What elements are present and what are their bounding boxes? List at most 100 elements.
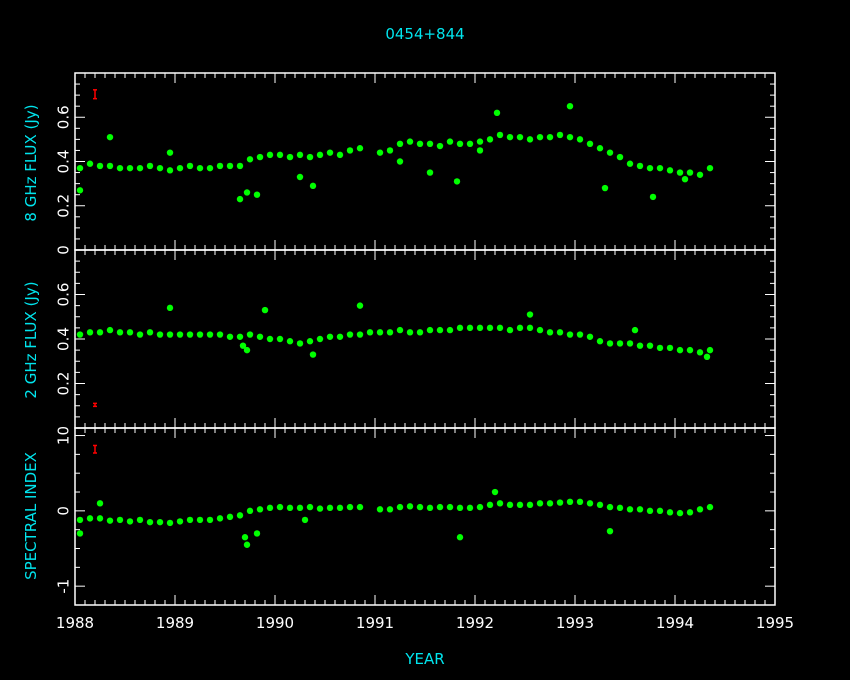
data-point [96, 329, 104, 336]
data-point [686, 169, 694, 176]
data-point [236, 195, 244, 203]
chart-title: 0454+844 [385, 25, 464, 43]
data-point [626, 160, 634, 167]
data-point [646, 507, 654, 515]
data-point [243, 541, 251, 548]
data-point [166, 519, 174, 527]
data-point [106, 162, 114, 170]
data-point [356, 331, 364, 338]
x-tick-label: 1990 [256, 614, 294, 632]
x-tick-label: 1989 [156, 614, 194, 632]
data-point [626, 506, 634, 513]
data-point [156, 164, 164, 172]
data-point [486, 501, 494, 509]
data-point [256, 153, 264, 161]
data-point [253, 530, 261, 537]
data-point [276, 335, 284, 343]
data-point [336, 504, 344, 512]
data-point [276, 503, 284, 511]
data-point [576, 136, 584, 143]
data-point [296, 151, 304, 159]
data-point [436, 326, 444, 334]
data-point [76, 530, 84, 537]
data-point [216, 331, 224, 338]
data-point [186, 331, 194, 338]
data-point [306, 153, 314, 161]
data-point [286, 153, 294, 161]
data-point [646, 342, 654, 349]
data-point [256, 333, 264, 340]
data-point [76, 331, 84, 338]
data-point [336, 333, 344, 340]
data-point [216, 515, 224, 522]
data-point [631, 326, 639, 334]
y-tick-label: 0.2 [55, 194, 73, 218]
data-point [506, 133, 514, 141]
data-point [86, 515, 94, 522]
data-point [666, 509, 674, 516]
data-point [676, 509, 684, 517]
data-point [346, 503, 354, 511]
data-point [676, 169, 684, 176]
data-point [206, 331, 214, 338]
data-point [526, 324, 534, 332]
data-point [76, 164, 84, 172]
x-tick-label: 1994 [656, 614, 694, 632]
data-point [386, 506, 394, 513]
data-point [446, 503, 454, 511]
data-point [566, 102, 574, 110]
y-tick-label: 0 [55, 506, 73, 516]
data-point [566, 133, 574, 141]
data-point [296, 173, 304, 181]
data-point [466, 140, 474, 147]
data-point [436, 503, 444, 511]
x-tick-label: 1991 [356, 614, 394, 632]
data-point [309, 182, 317, 190]
data-point [596, 501, 604, 509]
data-point [666, 167, 674, 174]
data-point [636, 162, 644, 170]
data-point [706, 164, 714, 172]
data-point [366, 329, 374, 336]
data-point [426, 140, 434, 147]
data-point [206, 164, 214, 172]
data-point [496, 131, 504, 139]
data-point [86, 160, 94, 167]
data-point [206, 516, 214, 524]
data-point [601, 184, 609, 192]
data-point [681, 176, 689, 183]
y-axis-label-8ghz: 8 GHz FLUX (Jy) [22, 104, 40, 221]
data-point [226, 333, 234, 340]
data-point [616, 340, 624, 347]
data-point [456, 504, 464, 512]
data-point [606, 340, 614, 347]
data-point [246, 156, 254, 163]
data-point [576, 331, 584, 338]
data-point [476, 147, 484, 154]
y-tick-label: 0.6 [55, 283, 73, 307]
data-point [566, 331, 574, 338]
panel-spectral: SPECTRAL INDEX -1 0 10 [22, 426, 776, 606]
y-tick-label: 0.2 [55, 372, 73, 396]
data-point [256, 506, 264, 513]
x-tick-label: 1993 [556, 614, 594, 632]
data-point [176, 164, 184, 172]
x-axis: 1988 1989 1990 1991 1992 1993 1994 1995 [56, 614, 794, 632]
data-point [406, 329, 414, 336]
data-point [516, 324, 524, 332]
data-point [216, 162, 224, 170]
data-point [226, 513, 234, 521]
data-point [316, 335, 324, 343]
data-point [496, 324, 504, 332]
data-point [656, 344, 664, 352]
data-point [241, 534, 249, 541]
data-point [243, 189, 251, 196]
data-point [106, 133, 114, 141]
data-point [426, 326, 434, 334]
data-point [686, 346, 694, 354]
data-point [126, 164, 134, 172]
data-point [243, 346, 251, 354]
data-point [386, 147, 394, 154]
